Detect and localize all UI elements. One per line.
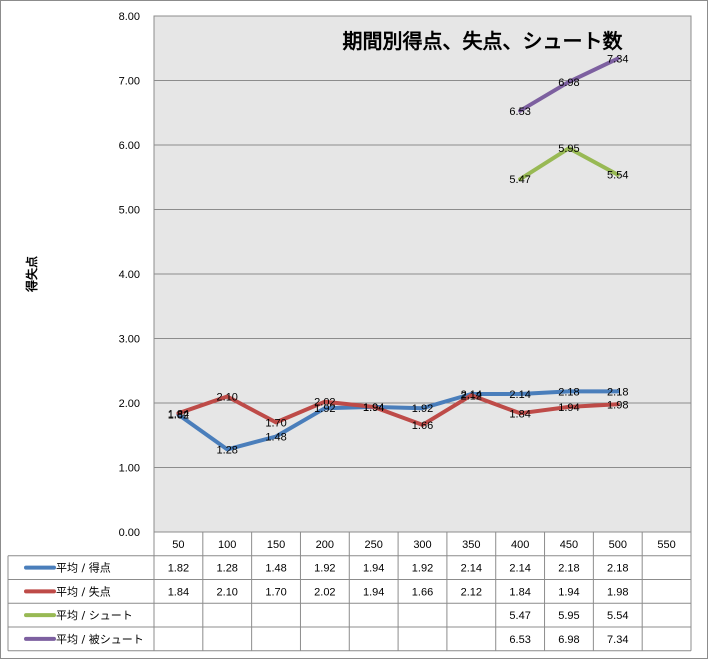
data-label: 2.18 [607, 386, 628, 398]
legend-entry: 平均 / 失点 [56, 585, 111, 598]
x-tick-label: 250 [365, 539, 383, 551]
table-cell-value: 1.92 [412, 563, 433, 575]
x-tick-label: 300 [413, 539, 431, 551]
data-label: 7.34 [607, 54, 628, 66]
legend-entry: 平均 / シュート [56, 609, 133, 622]
table-cell-value: 5.95 [558, 610, 579, 622]
table-cell-value: 2.14 [509, 563, 530, 575]
data-label: 1.48 [265, 432, 286, 444]
data-label: 5.47 [509, 174, 530, 186]
data-label: 1.92 [314, 403, 335, 415]
data-label: 2.02 [314, 397, 335, 409]
y-tick-label: 3.00 [119, 334, 140, 346]
y-tick-label: 4.00 [119, 269, 140, 281]
x-tick-label: 400 [511, 539, 529, 551]
table-cell-value: 1.48 [265, 563, 286, 575]
data-label: 1.84 [509, 408, 530, 420]
data-table: 50 100 150 200 250 300 350 400 450 500 550 平均 / 得点 1… [7, 531, 692, 652]
series-line-3 [518, 146, 620, 182]
data-label: 1.94 [558, 402, 579, 414]
data-label: 2.18 [558, 386, 579, 398]
y-axis-label: 得失点 [24, 256, 39, 293]
y-tick-label: 0.00 [119, 527, 140, 539]
x-tick-label: 350 [462, 539, 480, 551]
data-label: 1.84 [168, 408, 189, 420]
table-cell-value: 1.84 [509, 586, 530, 598]
table-cell-value: 2.18 [607, 563, 628, 575]
data-label: 1.66 [412, 420, 433, 432]
table-cell-value: 1.82 [168, 563, 189, 575]
y-tick-label: 8.00 [119, 11, 140, 23]
data-labels: 1.82 1.28 1.48 1.92 1.94 1.92 2.14 2.14 2.18 2.18… [168, 54, 629, 457]
y-tick-label: 7.00 [119, 76, 140, 88]
y-tick-label: 5.00 [119, 205, 140, 217]
data-label: 5.95 [558, 143, 579, 155]
data-label: 5.54 [607, 170, 628, 182]
table-cell-value: 1.92 [314, 563, 335, 575]
table-cell-value: 2.02 [314, 586, 335, 598]
data-label: 1.28 [217, 444, 238, 456]
x-tick-label: 200 [316, 539, 334, 551]
table-cell-value: 5.54 [607, 610, 628, 622]
series-lines [176, 56, 620, 452]
x-tick-label: 450 [560, 539, 578, 551]
y-tick-label: 1.00 [119, 463, 140, 475]
table-cell-value: 1.94 [363, 586, 384, 598]
table-cell-value: 2.10 [217, 586, 238, 598]
y-tick-label: 6.00 [119, 140, 140, 152]
table-cell-value: 1.94 [558, 586, 579, 598]
table-cell-value: 1.66 [412, 586, 433, 598]
y-tick-label: 2.00 [119, 398, 140, 410]
series-line-2 [176, 393, 620, 427]
table-cell-value: 2.18 [558, 563, 579, 575]
x-tick-label: 100 [218, 539, 236, 551]
data-label: 2.12 [461, 390, 482, 402]
table-cell-value: 5.47 [509, 610, 530, 622]
x-tick-label: 550 [657, 539, 675, 551]
data-label: 1.94 [363, 402, 384, 414]
y-axis-ticks: 0.00 1.00 2.00 3.00 4.00 5.00 6.00 7.00 8.00 [119, 11, 140, 539]
series-line-1 [176, 389, 620, 452]
legend-entry: 平均 / 被シュート [56, 633, 144, 646]
table-cell-value: 1.94 [363, 563, 384, 575]
table-cell-value: 1.70 [265, 586, 286, 598]
legend-entry: 平均 / 得点 [56, 562, 111, 575]
data-label: 1.82 [168, 410, 189, 422]
data-label: 1.70 [265, 417, 286, 429]
table-cell-value: 6.53 [509, 634, 530, 646]
data-label: 6.98 [558, 77, 579, 89]
x-tick-label: 500 [609, 539, 627, 551]
table-cell-value: 1.84 [168, 586, 189, 598]
data-label: 6.53 [509, 106, 530, 118]
table-cell-value: 6.98 [558, 634, 579, 646]
x-tick-label: 50 [172, 539, 184, 551]
data-label: 2.14 [509, 389, 530, 401]
data-label: 1.98 [607, 399, 628, 411]
data-label: 1.92 [412, 403, 433, 415]
series-line-4 [518, 56, 620, 113]
x-tick-label: 150 [267, 539, 285, 551]
table-cell-value: 2.14 [461, 563, 482, 575]
data-label: 2.14 [461, 389, 482, 401]
chart-title: 期間別得点、失点、シュート数 [343, 29, 624, 53]
data-label: 2.10 [217, 392, 238, 404]
data-label: 1.94 [363, 402, 384, 414]
table-cell-value: 2.12 [461, 586, 482, 598]
table-cell-value: 1.28 [217, 563, 238, 575]
table-cell-value: 1.98 [607, 586, 628, 598]
table-cell-value: 7.34 [607, 634, 628, 646]
